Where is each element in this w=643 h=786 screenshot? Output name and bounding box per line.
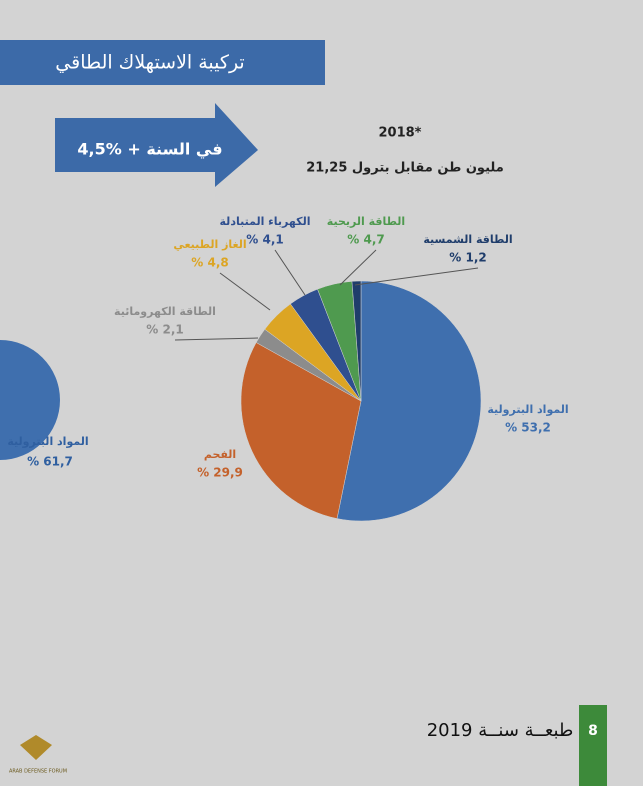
leader-line: [274, 249, 306, 296]
growth-text: 4,5% + في السنة: [77, 140, 222, 160]
slice-label: الفحم: [204, 448, 236, 461]
leader-line: [354, 267, 479, 286]
logo-emblem: [20, 735, 52, 760]
chart-title: 2018*: [379, 126, 422, 141]
slice-label: الطاقة الريحية: [327, 215, 405, 228]
left-value: % 61,7: [27, 455, 73, 469]
slice-label: الغاز الطبيعي: [173, 238, 246, 251]
logo-text: ARAB DEFENSE FORUM: [9, 769, 67, 775]
slice-label: الكهرباء المتبادلة: [220, 215, 311, 228]
edition: طبعــة سنــة 2019: [427, 720, 574, 741]
slice-label: الطاقة الكهرومائية: [114, 305, 216, 318]
slice-value: % 1,2: [449, 251, 486, 265]
slice-label: المواد البترولية: [487, 403, 568, 416]
left-label: المواد البترولية: [7, 435, 88, 448]
leader-line: [339, 249, 377, 286]
page-number: 8: [588, 723, 598, 739]
left-pie-fragment: [0, 340, 60, 460]
slice-value: % 29,9: [197, 466, 243, 480]
leader-line: [219, 272, 271, 311]
pie-slice: [336, 280, 482, 522]
title-banner: [0, 40, 325, 85]
pie-slice: [351, 280, 362, 402]
page-title: تركيبة الاستهلاك الطاقي: [55, 52, 244, 74]
slice-value: % 2,1: [146, 323, 183, 337]
leader-line: [174, 337, 259, 341]
slice-label: الطاقة الشمسية: [423, 233, 512, 246]
slice-value: % 4,7: [347, 233, 384, 247]
page-number-box: [579, 705, 607, 786]
growth-arrow: [55, 103, 258, 187]
pie-slice: [240, 342, 362, 519]
slice-value: % 53,2: [505, 421, 551, 435]
slice-value: % 4,1: [246, 233, 283, 247]
chart-subtitle: 21,25 مليون طن مقابل بترول: [306, 161, 504, 176]
slice-value: % 4,8: [191, 256, 228, 270]
